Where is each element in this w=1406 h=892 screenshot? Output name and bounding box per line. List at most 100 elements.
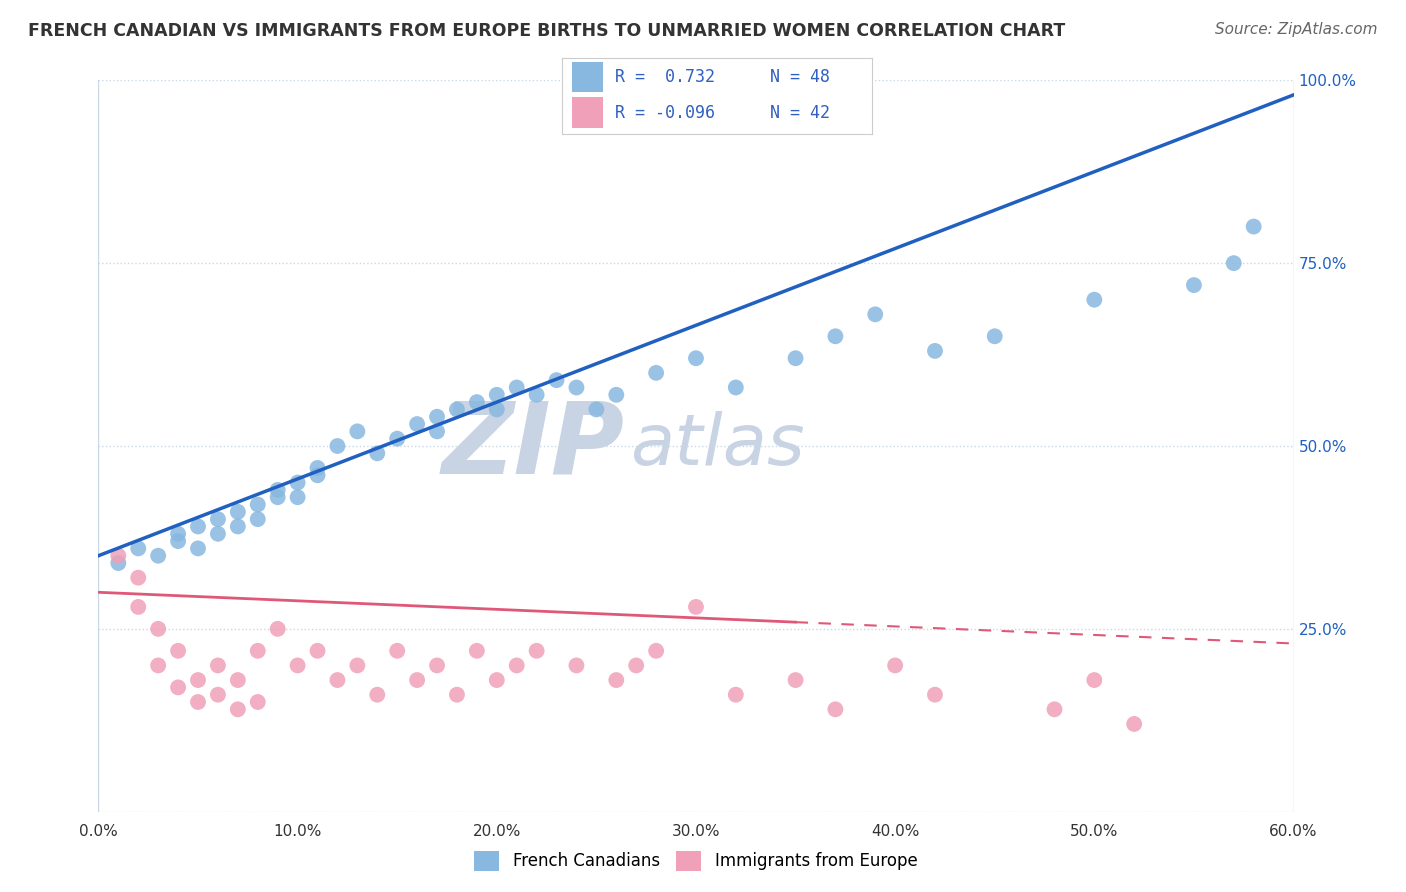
Point	[267, 490, 290, 504]
Point	[626, 658, 648, 673]
Point	[426, 425, 449, 439]
Point	[226, 505, 249, 519]
Point	[645, 644, 668, 658]
Point	[226, 702, 249, 716]
Text: R =  0.732: R = 0.732	[614, 68, 716, 86]
Point	[1182, 278, 1205, 293]
Point	[167, 681, 190, 695]
Point	[287, 475, 309, 490]
Point	[506, 658, 529, 673]
Point	[267, 483, 290, 497]
Point	[446, 688, 468, 702]
Point	[226, 519, 249, 533]
Point	[226, 673, 249, 687]
Point	[207, 512, 229, 526]
Point	[485, 388, 508, 402]
Point	[724, 688, 747, 702]
Point	[346, 658, 368, 673]
Point	[645, 366, 668, 380]
Point	[605, 673, 627, 687]
Point	[526, 644, 548, 658]
Point	[465, 395, 488, 409]
Point	[724, 380, 747, 394]
Point	[246, 644, 269, 658]
Point	[605, 388, 627, 402]
Point	[187, 695, 209, 709]
Point	[207, 658, 229, 673]
Point	[167, 644, 190, 658]
Bar	[572, 97, 603, 128]
Point	[127, 571, 149, 585]
Text: ZIP: ZIP	[441, 398, 624, 494]
Text: N = 48: N = 48	[769, 68, 830, 86]
Point	[984, 329, 1007, 343]
Point	[167, 534, 190, 549]
Point	[307, 468, 329, 483]
Point	[785, 673, 807, 687]
Point	[884, 658, 907, 673]
Point	[246, 498, 269, 512]
Point	[167, 526, 190, 541]
Point	[107, 549, 129, 563]
Legend: French Canadians, Immigrants from Europe: French Canadians, Immigrants from Europe	[468, 844, 924, 878]
Point	[385, 432, 409, 446]
Point	[1043, 702, 1066, 716]
Point	[485, 673, 508, 687]
Point	[127, 541, 149, 556]
Point	[1243, 219, 1265, 234]
Point	[366, 688, 388, 702]
Point	[546, 373, 568, 387]
Point	[326, 673, 349, 687]
Point	[267, 622, 290, 636]
Point	[366, 446, 388, 460]
Point	[187, 519, 209, 533]
Point	[406, 417, 429, 431]
Point	[148, 622, 170, 636]
Point	[246, 695, 269, 709]
Point	[685, 599, 707, 614]
Point	[246, 512, 269, 526]
Point	[426, 409, 449, 424]
Point	[385, 644, 409, 658]
Point	[465, 644, 488, 658]
Point	[446, 402, 468, 417]
Text: N = 42: N = 42	[769, 103, 830, 121]
Point	[485, 402, 508, 417]
Point	[207, 688, 229, 702]
Point	[1083, 673, 1105, 687]
Point	[148, 658, 170, 673]
Point	[107, 556, 129, 570]
Point	[307, 644, 329, 658]
Point	[924, 343, 946, 358]
Point	[785, 351, 807, 366]
Point	[506, 380, 529, 394]
Text: Source: ZipAtlas.com: Source: ZipAtlas.com	[1215, 22, 1378, 37]
Point	[1223, 256, 1246, 270]
Point	[148, 549, 170, 563]
Point	[426, 658, 449, 673]
Bar	[572, 62, 603, 92]
Text: atlas: atlas	[630, 411, 804, 481]
Point	[526, 388, 548, 402]
Point	[326, 439, 349, 453]
Point	[187, 541, 209, 556]
Point	[1083, 293, 1105, 307]
Point	[865, 307, 887, 321]
Point	[127, 599, 149, 614]
Point	[287, 658, 309, 673]
Text: R = -0.096: R = -0.096	[614, 103, 716, 121]
Point	[685, 351, 707, 366]
Point	[565, 658, 588, 673]
Point	[824, 702, 846, 716]
Point	[307, 461, 329, 475]
Text: FRENCH CANADIAN VS IMMIGRANTS FROM EUROPE BIRTHS TO UNMARRIED WOMEN CORRELATION : FRENCH CANADIAN VS IMMIGRANTS FROM EUROP…	[28, 22, 1066, 40]
Point	[287, 490, 309, 504]
Point	[585, 402, 607, 417]
Point	[824, 329, 846, 343]
Point	[924, 688, 946, 702]
Point	[346, 425, 368, 439]
Point	[207, 526, 229, 541]
Point	[1123, 717, 1146, 731]
Point	[406, 673, 429, 687]
Point	[187, 673, 209, 687]
